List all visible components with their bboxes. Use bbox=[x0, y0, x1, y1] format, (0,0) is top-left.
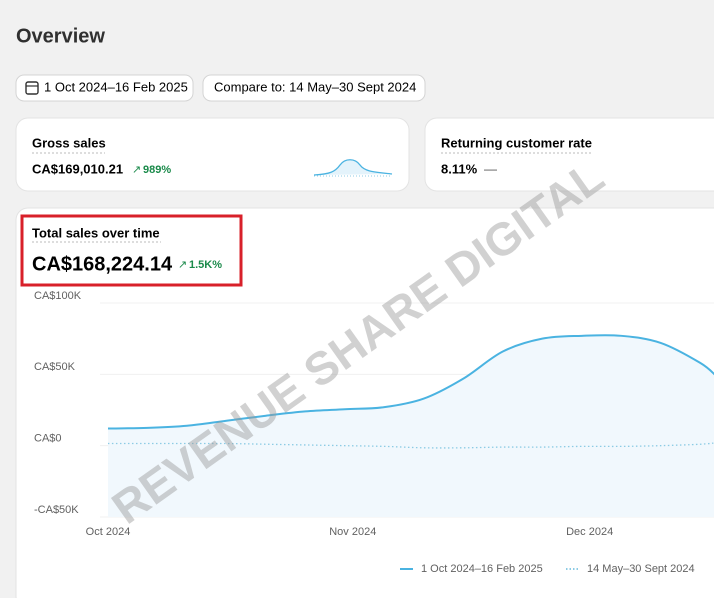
calendar-icon bbox=[25, 81, 39, 95]
area bbox=[108, 335, 714, 517]
page-title: Overview bbox=[16, 25, 105, 47]
card-change: — bbox=[484, 161, 497, 176]
card-bg[interactable] bbox=[15, 117, 410, 192]
card-label[interactable]: Gross sales bbox=[32, 135, 106, 150]
card-value: CA$169,010.21 bbox=[32, 161, 123, 176]
x-tick-label: Oct 2024 bbox=[86, 526, 131, 538]
card-label[interactable]: Returning customer rate bbox=[441, 135, 592, 150]
card-change: 989% bbox=[143, 164, 171, 176]
y-tick-label: -CA$50K bbox=[34, 504, 79, 516]
chart-total: CA$168,224.14 bbox=[32, 253, 173, 275]
change-arrow: ↗ bbox=[178, 259, 187, 271]
plot bbox=[100, 302, 714, 518]
returning-card[interactable]: Returning customer rate 8.11% — bbox=[424, 117, 714, 192]
gross-sales-card[interactable]: Gross sales CA$169,010.21 ↗ 989% bbox=[15, 117, 410, 192]
button-label[interactable]: Compare to: 14 May–30 Sept 2024 bbox=[214, 79, 416, 94]
change-arrow: ↗ bbox=[132, 164, 141, 176]
highlight-box bbox=[20, 214, 243, 287]
x-tick-label: Dec 2024 bbox=[566, 526, 613, 538]
button-bg[interactable] bbox=[15, 74, 194, 102]
line bbox=[108, 442, 714, 449]
chart-title[interactable]: Total sales over time bbox=[32, 225, 160, 240]
card-value: 8.11% bbox=[441, 161, 478, 176]
y-tick-label: CA$100K bbox=[34, 290, 82, 302]
sparkline bbox=[313, 159, 393, 176]
chart-change: 1.5K% bbox=[189, 259, 222, 271]
legend-label: 14 May–30 Sept 2024 bbox=[587, 563, 695, 575]
y-tick-label: CA$0 bbox=[34, 433, 62, 445]
button-bg[interactable] bbox=[202, 74, 426, 102]
card-bg[interactable] bbox=[424, 117, 714, 192]
x-tick-label: Nov 2024 bbox=[329, 526, 376, 538]
y-tick-label: CA$50K bbox=[34, 361, 76, 373]
line bbox=[107, 334, 714, 430]
legend-label: 1 Oct 2024–16 Feb 2025 bbox=[421, 563, 543, 575]
date-button[interactable]: 1 Oct 2024–16 Feb 2025 bbox=[15, 74, 194, 102]
compare-button[interactable]: Compare to: 14 May–30 Sept 2024 bbox=[202, 74, 426, 102]
button-label[interactable]: 1 Oct 2024–16 Feb 2025 bbox=[44, 79, 188, 94]
